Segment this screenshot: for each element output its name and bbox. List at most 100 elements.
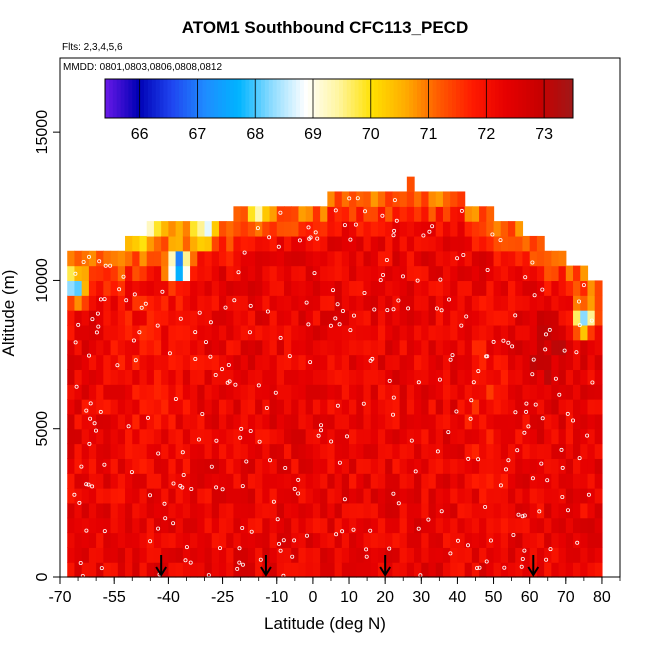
heatmap-cell <box>529 354 538 370</box>
sample-point <box>148 539 153 544</box>
x-tick-label: 80 <box>593 589 611 606</box>
heatmap-cell <box>67 443 76 459</box>
sample-point <box>390 412 395 417</box>
sample-point <box>391 491 396 496</box>
heatmap-cell <box>103 399 112 415</box>
flight-arrow <box>379 555 392 577</box>
sample-point <box>577 323 582 328</box>
heatmap-cell <box>247 547 256 563</box>
heatmap-cell <box>117 428 126 445</box>
heatmap-cell <box>204 339 213 356</box>
colorbar-swatch <box>198 79 203 118</box>
heatmap-cell <box>356 191 365 207</box>
heatmap-cell <box>500 458 509 474</box>
heatmap-cell <box>377 413 386 430</box>
heatmap-cell <box>471 547 480 563</box>
heatmap-cell <box>312 369 321 385</box>
heatmap-cell <box>356 324 365 341</box>
colorbar-tick-label: 67 <box>189 126 207 143</box>
heatmap-cell <box>479 562 487 578</box>
heatmap-cell <box>558 295 567 311</box>
heatmap-cell <box>363 384 372 400</box>
heatmap-cell <box>558 369 567 385</box>
colorbar-swatch <box>190 79 196 118</box>
heatmap-cell <box>240 502 249 519</box>
heatmap-cell <box>536 517 545 534</box>
heatmap-cell <box>508 280 516 296</box>
heatmap-cell <box>356 428 365 445</box>
heatmap-cell <box>515 428 524 445</box>
heatmap-cell <box>190 547 198 563</box>
heatmap-cell <box>284 369 292 385</box>
heatmap-cell <box>305 265 314 282</box>
heatmap-cell <box>551 502 560 519</box>
heatmap-cell <box>190 235 198 252</box>
heatmap-cell <box>421 384 430 400</box>
heatmap-cell <box>255 532 263 548</box>
heatmap-cell <box>341 369 350 385</box>
sample-point <box>577 456 582 461</box>
heatmap-cell <box>240 517 249 534</box>
heatmap-cell <box>450 191 459 207</box>
heatmap-cell <box>88 473 97 489</box>
sample-point <box>562 348 567 353</box>
heatmap-cell <box>182 250 191 267</box>
heatmap-cell <box>493 562 502 578</box>
heatmap-cell <box>197 502 206 519</box>
heatmap-cell <box>197 369 206 385</box>
heatmap-cell <box>74 399 83 415</box>
heatmap-cell <box>117 280 126 296</box>
heatmap-cell <box>96 324 104 341</box>
heatmap-cell <box>161 310 169 326</box>
heatmap-cell <box>110 502 119 519</box>
heatmap-cell <box>377 502 386 519</box>
sample-point <box>103 263 108 268</box>
heatmap-cell <box>81 295 90 311</box>
heatmap-cell <box>486 265 495 282</box>
heatmap-cell <box>500 399 509 415</box>
heatmap-cell <box>132 473 141 489</box>
colorbar-swatch <box>268 79 274 118</box>
heatmap-cell <box>327 369 336 385</box>
heatmap-cell <box>356 310 365 326</box>
sample-point <box>329 439 334 444</box>
heatmap-cell <box>211 310 220 326</box>
sample-point <box>283 465 288 470</box>
heatmap-cell <box>218 324 227 341</box>
heatmap-cell <box>558 517 567 534</box>
sample-point <box>413 469 418 474</box>
x-tick-label: 70 <box>557 589 575 606</box>
heatmap-cell <box>110 562 119 578</box>
heatmap-cell <box>327 206 336 222</box>
sample-point <box>156 451 161 456</box>
colorbar-swatch <box>257 79 262 118</box>
heatmap-cell <box>88 354 97 370</box>
colorbar-swatch <box>506 79 512 118</box>
colorbar-swatch <box>479 79 484 118</box>
heatmap-cell <box>421 339 430 356</box>
sample-point <box>315 236 320 241</box>
heatmap-cell <box>587 413 596 430</box>
heatmap-cell <box>218 517 227 534</box>
heatmap-cell <box>233 280 242 296</box>
heatmap-cell <box>67 265 76 282</box>
heatmap-cell <box>500 280 509 296</box>
sample-point <box>265 309 270 314</box>
sample-point <box>181 472 186 477</box>
heatmap-cell <box>175 250 184 267</box>
heatmap-cell <box>565 354 574 370</box>
heatmap-cell <box>399 324 408 341</box>
heatmap-cell <box>247 354 256 370</box>
heatmap-cell <box>255 310 263 326</box>
sample-point <box>335 302 340 307</box>
heatmap-cell <box>334 310 343 326</box>
heatmap-cell <box>320 206 328 222</box>
heatmap-cell <box>450 265 459 282</box>
heatmap-cell <box>349 502 357 519</box>
heatmap-cell <box>522 280 531 296</box>
heatmap-cell <box>327 413 336 430</box>
heatmap-cell <box>81 265 90 282</box>
heatmap-cell <box>153 265 162 282</box>
heatmap-cell <box>551 354 560 370</box>
sample-point <box>160 289 165 294</box>
